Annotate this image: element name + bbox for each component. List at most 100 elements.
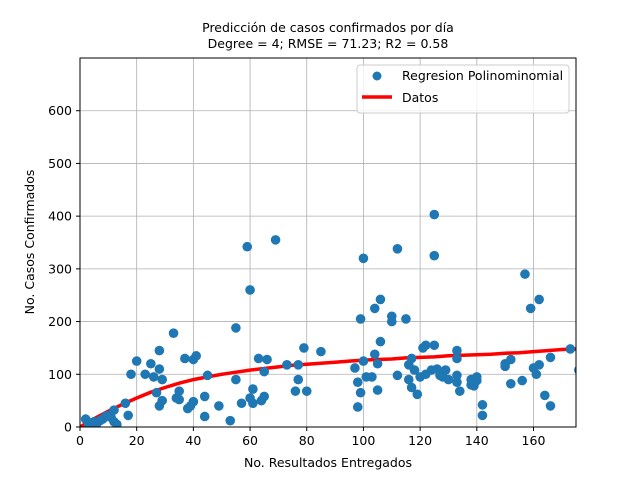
scatter-point [534, 359, 544, 370]
scatter-point [174, 386, 184, 396]
x-tick-label: 20 [129, 433, 145, 448]
scatter-point [151, 387, 162, 398]
scatter-point [154, 364, 165, 374]
x-tick-label: 40 [185, 433, 201, 448]
scatter-point [525, 303, 536, 314]
x-tick-label: 160 [522, 433, 546, 448]
scatter-point [369, 303, 380, 314]
legend: Regresion Polinominomial Datos [356, 64, 570, 114]
scatter-point [123, 410, 133, 421]
scatter-point [429, 250, 440, 261]
y-tick-label: 500 [48, 156, 72, 171]
scatter-point [316, 346, 326, 357]
scatter-point [477, 400, 488, 410]
scatter-point [375, 336, 386, 347]
x-axis-ticks: 0 20 40 60 80 100 120 140 160 [76, 427, 545, 448]
scatter-point [154, 345, 165, 356]
scatter-point [440, 365, 451, 375]
y-tick-label: 400 [48, 209, 72, 224]
scatter-point [454, 386, 465, 396]
x-tick-label: 120 [408, 433, 432, 448]
scatter-point [120, 398, 131, 409]
scatter-point [299, 343, 309, 353]
scatter-point [520, 269, 530, 279]
scatter-point [140, 369, 150, 380]
scatter-point [270, 235, 281, 245]
legend-label-scatter: Regresion Polinominomial [402, 68, 563, 83]
scatter-point [392, 244, 403, 254]
legend-scatter-marker [372, 71, 382, 81]
scatter-point [372, 385, 383, 395]
scatter-point [531, 369, 542, 380]
scatter-point [352, 402, 363, 412]
scatter-point [367, 372, 377, 382]
scatter-point [392, 370, 403, 381]
scatter-point [199, 411, 210, 422]
scatter-point [259, 391, 270, 402]
x-tick-label: 100 [351, 433, 375, 448]
scatter-point [403, 374, 414, 385]
scatter-point [545, 352, 556, 363]
scatter-point [452, 377, 462, 387]
scatter-point [506, 354, 516, 365]
y-tick-label: 100 [48, 367, 72, 382]
scatter-point [540, 390, 550, 401]
scatter-point [282, 359, 292, 370]
regression-line-layer [80, 347, 576, 427]
scatter-point [259, 366, 270, 377]
scatter-point [242, 241, 253, 252]
scatter-point [248, 384, 258, 394]
x-tick-label: 140 [465, 433, 489, 448]
regression-line [80, 347, 576, 427]
scatter-point [157, 395, 167, 406]
scatter-point [452, 345, 462, 356]
scatter-point [386, 316, 397, 327]
scatter-point [248, 398, 258, 409]
scatter-point [477, 410, 488, 421]
scatter-point [452, 353, 462, 364]
scatter-point [406, 353, 417, 364]
scatter-point [214, 401, 224, 411]
scatter-point [202, 370, 213, 381]
scatter-point [191, 351, 202, 361]
scatter-point [301, 386, 312, 396]
scatter-point [565, 344, 576, 354]
y-tick-label: 200 [48, 314, 72, 329]
scatter-point [148, 372, 159, 382]
scatter-point [188, 396, 199, 407]
scatter-point [225, 415, 236, 426]
scatter-point [180, 353, 190, 364]
y-tick-label: 0 [64, 420, 72, 435]
scatter-point [231, 374, 241, 385]
scatter-point [109, 405, 119, 415]
scatter-point [500, 361, 510, 372]
scatter-point [369, 349, 380, 360]
scatter-point [236, 398, 247, 409]
scatter-point [293, 359, 304, 370]
scatter-point [350, 363, 360, 373]
scatter-point [131, 356, 142, 366]
scatter-point [174, 394, 184, 405]
scatter-point [253, 353, 264, 364]
scatter-point [429, 340, 440, 351]
x-tick-label: 0 [76, 433, 84, 448]
scatter-point [126, 369, 136, 380]
scatter-point [293, 374, 304, 385]
scatter-point [146, 358, 156, 369]
scatter-point [231, 323, 241, 333]
scatter-point [506, 378, 516, 389]
chart-title: Predicción de casos confirmados por día [202, 20, 454, 35]
chart-subtitle: Degree = 4; RMSE = 71.23; R2 = 0.58 [208, 36, 449, 51]
y-tick-label: 300 [48, 261, 72, 276]
y-axis-ticks: 0 100 200 300 400 500 600 [48, 103, 80, 435]
scatter-point [355, 314, 366, 324]
scatter-point [534, 294, 544, 305]
scatter-point [358, 253, 369, 264]
scatter-point [112, 419, 122, 427]
scatter-point [245, 285, 255, 295]
scatter-point [420, 340, 431, 351]
y-tick-label: 600 [48, 103, 72, 118]
scatter-point [372, 358, 383, 369]
scatter-point [409, 365, 420, 375]
